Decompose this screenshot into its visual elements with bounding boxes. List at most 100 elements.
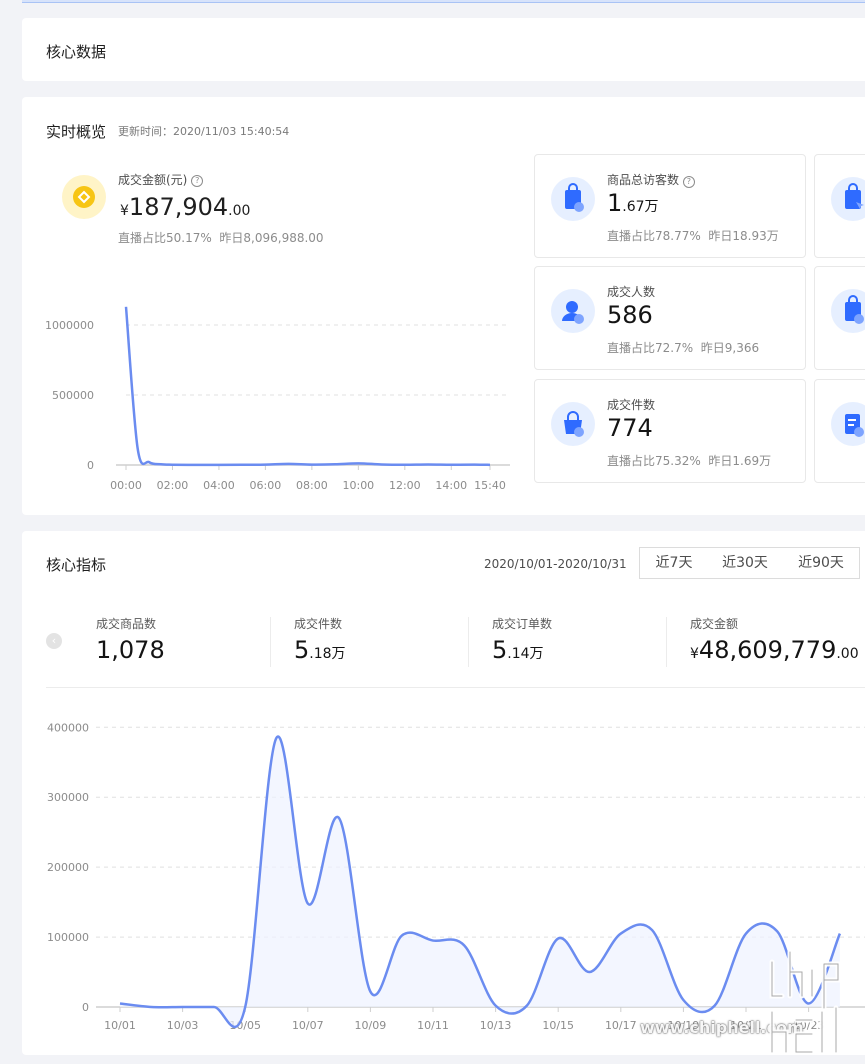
x-tick-label: 10/21 [730,1019,762,1032]
realtime-card: 实时概览 更新时间：2020/11/03 15:40:54 成交金额(元) ? … [22,97,865,515]
kpi-orders: 成交订单数 5.14万 [492,615,552,664]
kpi-divider [270,617,271,667]
bag-yen-icon [831,289,865,333]
y-tick-label: 300000 [47,791,89,804]
metric-items-value: 774 [607,414,653,442]
kpi-items-frac: .18万 [309,646,346,662]
tab-7-days[interactable]: 近7天 [639,547,709,579]
metric-visitors-foot: 直播占比78.77% 昨日18.93万 [607,227,779,244]
visitor-bag-icon [551,177,595,221]
series-area [120,736,840,1027]
metric-visitors-frac: .67万 [622,199,659,215]
metric-visitors-yesterday: 昨日18.93万 [708,229,779,243]
x-tick-label: 08:00 [296,479,328,492]
kpi-orders-frac: .14万 [507,646,544,662]
series-line [119,735,842,1029]
items-basket-icon [551,402,595,446]
tab-90-days[interactable]: 近90天 [783,547,860,579]
gmv-yesterday: 昨日8,096,988.00 [219,231,324,245]
metric-items-foot: 直播占比75.32% 昨日1.69万 [607,452,771,469]
y-tick-label: 1000000 [45,319,94,332]
kpi-products-int: 1,078 [96,636,165,664]
metric-buyers-card[interactable]: 成交人数 586 直播占比72.7% 昨日9,366 [534,266,806,370]
gmv-dec: .00 [228,203,251,219]
kpi-gmv-prefix: ¥ [690,646,699,662]
y-tick-label: 400000 [47,721,89,734]
core-data-title: 核心数据 [46,43,107,61]
metric-items-label: 成交件数 [607,398,656,412]
help-icon[interactable]: ? [191,175,204,187]
series-line [124,306,491,467]
core-metrics-card: 核心指标 2020/10/01-2020/10/31 近7天 近30天 近90天… [22,531,865,1055]
x-tick-label: 10/09 [355,1019,387,1032]
x-tick-label: 10/01 [104,1019,136,1032]
x-tick-label: 10/17 [605,1019,637,1032]
kpi-gmv-frac: .00 [836,646,859,662]
x-tick-label: 10/07 [292,1019,324,1032]
gmv-currency: ¥ [120,203,129,219]
chevron-left-icon[interactable]: ‹ [46,633,62,649]
update-time-label: 更新时间： [118,125,173,138]
kpi-gmv: 成交金额 ¥48,609,779.00 [690,615,859,664]
y-tick-label: 200000 [47,861,89,874]
kpi-orders-label: 成交订单数 [492,617,553,631]
metric-buyers-yesterday: 昨日9,366 [700,341,760,355]
watermark: www.chiphell.com [640,1018,804,1037]
y-tick-label: 100000 [47,931,89,944]
metric-buyers-label: 成交人数 [607,285,656,299]
metric-visitors-live: 直播占比78.77% [607,229,701,243]
core-metrics-title: 核心指标 [46,556,107,574]
x-tick-label: 14:00 [435,479,467,492]
metric-buyers-foot: 直播占比72.7% 昨日9,366 [607,339,759,356]
gmv-live-ratio: 直播占比50.17% [118,231,212,245]
metric-buyers-int: 586 [607,301,653,329]
top-strip [22,0,865,3]
metric-partial-card-1[interactable] [814,154,865,258]
kpi-items-value: 5.18万 [294,636,346,664]
x-tick-label: 04:00 [203,479,235,492]
metric-partial-card-3[interactable] [814,379,865,483]
x-tick-label: 15:40 [474,479,506,492]
y-tick-label: 500000 [52,389,94,402]
gmv-label: 成交金额(元) [118,173,188,187]
kpi-bottom-divider [46,687,865,688]
chiphell-logo-watermark [769,949,841,1055]
kpi-items: 成交件数 5.18万 [294,615,346,664]
gmv-value: ¥187,904.00 [120,193,250,221]
x-tick-label: 02:00 [157,479,189,492]
kpi-gmv-value: ¥48,609,779.00 [690,636,859,664]
metric-visitors-label-wrap: 商品总访客数 ? [607,171,695,188]
kpi-products-value: 1,078 [96,636,165,664]
kpi-divider [468,617,469,667]
x-tick-label: 12:00 [389,479,421,492]
core-data-header-card: 核心数据 [22,18,865,81]
metric-items-card[interactable]: 成交件数 774 直播占比75.32% 昨日1.69万 [534,379,806,483]
metric-items-yesterday: 昨日1.69万 [708,454,772,468]
metric-items-int: 774 [607,414,653,442]
kpi-orders-int: 5 [492,636,508,664]
metric-visitors-value: 1.67万 [607,189,659,217]
x-tick-label: 00:00 [110,479,142,492]
metric-visitors-card[interactable]: 商品总访客数 ? 1.67万 直播占比78.77% 昨日18.93万 [534,154,806,258]
metric-visitors-label: 商品总访客数 [607,173,680,187]
y-tick-label: 0 [87,459,94,472]
help-icon[interactable]: ? [682,176,695,188]
gmv-foot: 直播占比50.17% 昨日8,096,988.00 [118,229,324,246]
gmv-coin-icon [62,175,106,219]
metric-buyers-value: 586 [607,301,653,329]
gmv-label-wrap: 成交金额(元) ? [118,171,204,188]
kpi-products-label: 成交商品数 [96,617,157,631]
date-range[interactable]: 2020/10/01-2020/10/31 [484,557,627,571]
y-tick-label: 0 [82,1001,89,1014]
x-tick-label: 10/13 [480,1019,512,1032]
kpi-items-int: 5 [294,636,310,664]
kpi-orders-value: 5.14万 [492,636,552,664]
order-list-icon [831,402,865,446]
metric-visitors-int: 1 [607,189,623,217]
metric-partial-card-2[interactable] [814,266,865,370]
gmv-int: 187,904 [128,193,229,221]
realtime-title: 实时概览 [46,123,107,141]
tab-30-days[interactable]: 近30天 [707,547,784,579]
cursor-bag-icon [831,177,865,221]
